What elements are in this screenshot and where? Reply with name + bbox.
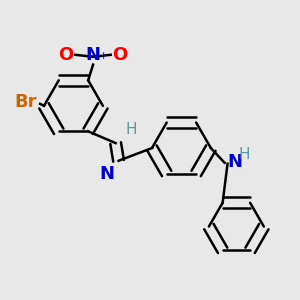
- Text: Br: Br: [15, 93, 37, 111]
- Text: H: H: [238, 147, 250, 162]
- Text: ⁻: ⁻: [121, 46, 126, 56]
- Text: N: N: [85, 46, 100, 64]
- Text: O: O: [112, 46, 127, 64]
- Text: O: O: [58, 46, 74, 64]
- Text: H: H: [125, 122, 137, 137]
- Text: +: +: [99, 51, 108, 61]
- Text: N: N: [100, 165, 115, 183]
- Text: N: N: [227, 153, 242, 171]
